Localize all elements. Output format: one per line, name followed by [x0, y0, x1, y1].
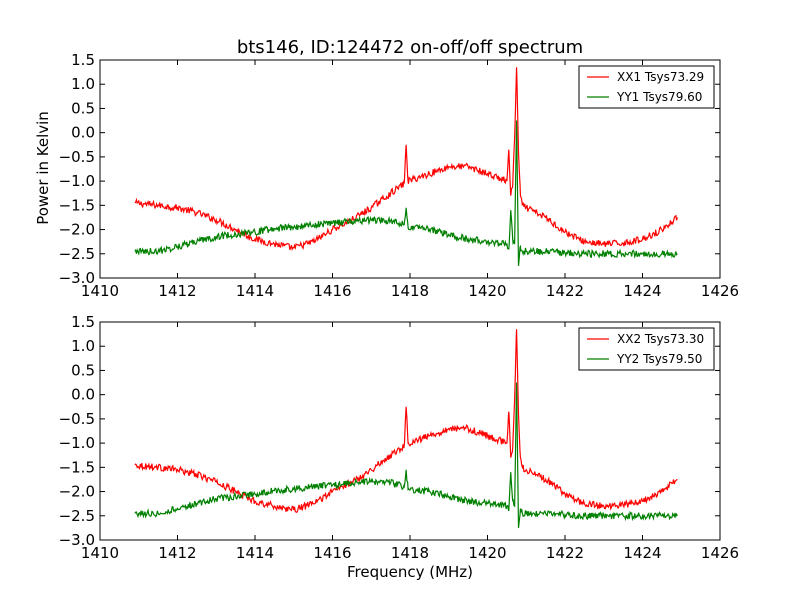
x-tick-label: 1414	[236, 544, 274, 562]
y-tick-label: −0.5	[59, 148, 95, 166]
y-tick-label: −2.0	[59, 221, 95, 239]
x-axis-label: Frequency (MHz)	[347, 563, 473, 581]
series-line-yy1	[134, 120, 678, 266]
y-tick-label: −1.5	[59, 458, 95, 476]
bottom-panel: 1410 1412 1414 1416 1418 1420 1422 1424 1426 1.5 1…	[59, 313, 740, 562]
x-tick-label: 1418	[391, 282, 429, 300]
legend-label: YY1 Tsys79.60	[616, 90, 702, 104]
y-tick-label: −1.0	[59, 434, 95, 452]
y-tick-label: 1.5	[71, 51, 95, 69]
x-tick-label: 1426	[701, 544, 739, 562]
x-tick-label: 1420	[468, 282, 506, 300]
y-tick-label: 0.5	[71, 99, 95, 117]
x-tick-label: 1424	[623, 282, 661, 300]
x-tick-label: 1416	[313, 282, 351, 300]
x-tick-label: 1426	[701, 282, 739, 300]
y-tick-label: 1.0	[71, 75, 95, 93]
y-tick-label: −0.5	[59, 410, 95, 428]
y-tick-label: 0.5	[71, 361, 95, 379]
x-tick-label: 1412	[158, 282, 196, 300]
series-line-yy2	[134, 382, 678, 528]
legend-box	[578, 65, 715, 109]
top-panel: 1410 1412 1414 1416 1418 1420 1422 1424 1426 1.5 1…	[59, 51, 740, 300]
x-tick-label: 1416	[313, 544, 351, 562]
y-axis-label: Power in Kelvin	[34, 111, 52, 225]
legend-label: XX1 Tsys73.29	[617, 70, 704, 84]
x-tick-label: 1410	[81, 282, 119, 300]
x-tick-label: 1412	[158, 544, 196, 562]
y-tick-label: −3.0	[59, 531, 95, 549]
chart-title: bts146, ID:124472 on-off/off spectrum	[237, 37, 583, 58]
series-line-xx1	[134, 67, 678, 252]
legend-label: XX2 Tsys73.30	[617, 332, 704, 346]
y-tick-label: 1.5	[71, 313, 95, 331]
y-tick-label: −2.5	[59, 245, 95, 263]
y-tick-label: −1.5	[59, 196, 95, 214]
y-tick-label: 0.0	[71, 124, 95, 142]
x-tick-label: 1410	[81, 544, 119, 562]
legend-label: YY2 Tsys79.50	[616, 352, 702, 366]
x-tick-label: 1418	[391, 544, 429, 562]
series-line-xx2	[134, 329, 678, 514]
y-tick-label: 1.0	[71, 337, 95, 355]
legend: XX2 Tsys73.30 YY2 Tsys79.50	[578, 327, 715, 371]
legend: XX1 Tsys73.29 YY1 Tsys79.60	[578, 65, 715, 109]
y-tick-label: −3.0	[59, 269, 95, 287]
x-tick-label: 1424	[623, 544, 661, 562]
x-tick-label: 1420	[468, 544, 506, 562]
x-tick-label: 1422	[546, 544, 584, 562]
x-tick-label: 1422	[546, 282, 584, 300]
y-tick-label: −2.5	[59, 507, 95, 525]
y-tick-label: −1.0	[59, 172, 95, 190]
x-tick-label: 1414	[236, 282, 274, 300]
legend-box	[578, 327, 715, 371]
y-tick-label: −2.0	[59, 483, 95, 501]
y-tick-label: 0.0	[71, 386, 95, 404]
